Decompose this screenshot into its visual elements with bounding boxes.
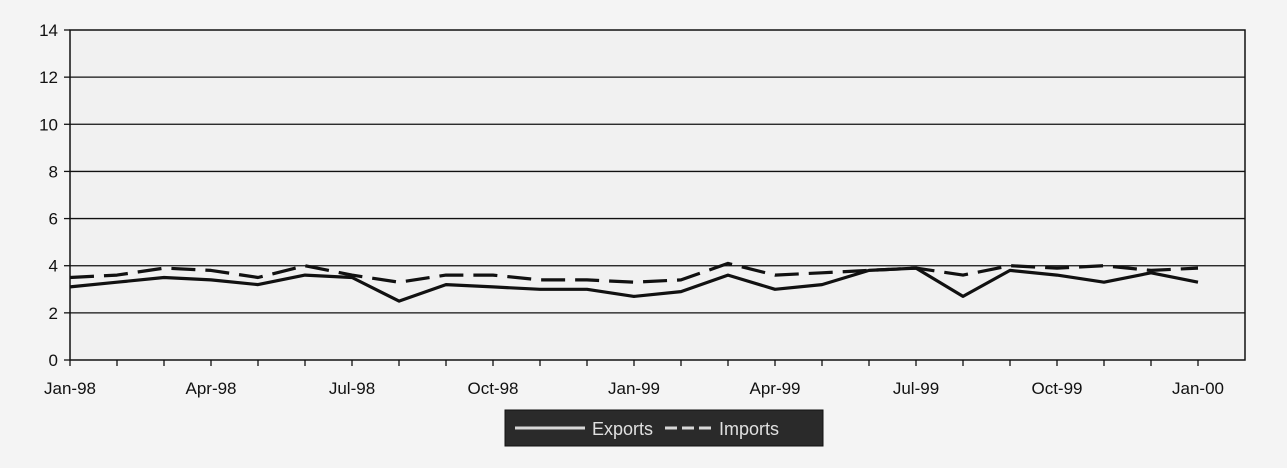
series-line-exports	[69, 266, 1199, 303]
x-tick-label: Jan-98	[44, 379, 96, 398]
x-axis-ticks: Jan-98 Apr-98 Jul-98 Oct-98 Jan-99 Apr-99 Jul-…	[44, 360, 1224, 398]
plot-area	[69, 29, 1246, 361]
series-lines	[69, 261, 1199, 303]
y-tick-label: 2	[49, 304, 58, 323]
y-tick-label: 8	[49, 162, 58, 181]
legend: Exports Imports	[504, 409, 824, 447]
legend-label-imports: Imports	[719, 419, 779, 439]
x-tick-label: Jul-98	[329, 379, 375, 398]
y-tick-label: 14	[39, 21, 58, 40]
y-tick-label: 6	[49, 210, 58, 229]
y-tick-label: 4	[49, 257, 58, 276]
grid-lines	[70, 76, 1245, 314]
y-tick-label: 12	[39, 68, 58, 87]
x-tick-label: Jan-99	[608, 379, 660, 398]
legend-label-exports: Exports	[592, 419, 653, 439]
y-axis-ticks: 0 2 4 6 8 10 12 14	[39, 21, 70, 370]
y-tick-label: 0	[49, 351, 58, 370]
x-tick-label: Jul-99	[893, 379, 939, 398]
x-tick-label: Apr-99	[749, 379, 800, 398]
x-tick-label: Oct-99	[1031, 379, 1082, 398]
x-tick-label: Oct-98	[467, 379, 518, 398]
y-tick-label: 10	[39, 115, 58, 134]
series-line-imports	[69, 261, 1199, 284]
x-tick-label: Apr-98	[185, 379, 236, 398]
x-tick-label: Jan-00	[1172, 379, 1224, 398]
